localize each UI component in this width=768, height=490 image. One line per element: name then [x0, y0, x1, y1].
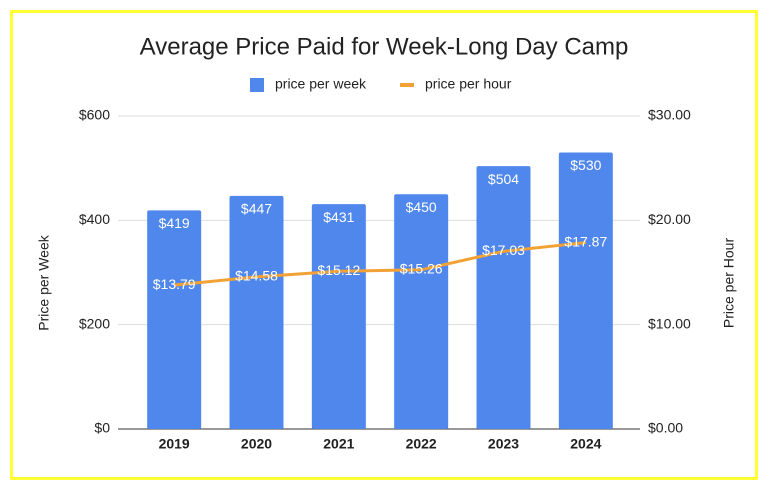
y2-axis-title: Price per Hour	[721, 238, 737, 329]
x-tick-label: 2022	[406, 436, 437, 452]
x-tick-label: 2019	[159, 436, 190, 452]
y-tick-label: $600	[79, 107, 110, 123]
y2-tick-label: $30.00	[648, 107, 691, 123]
bar-value-label: $447	[241, 201, 272, 217]
y2-tick-label: $20.00	[648, 211, 691, 227]
y-axis-title: Price per Week	[36, 234, 52, 330]
line-value-label: $15.26	[400, 260, 443, 276]
line-value-label: $17.03	[482, 242, 525, 258]
legend-swatch	[250, 78, 264, 92]
y2-tick-label: $10.00	[648, 315, 691, 331]
chart-title: Average Price Paid for Week-Long Day Cam…	[140, 33, 629, 60]
legend-label: price per hour	[425, 76, 512, 92]
bar	[229, 195, 284, 429]
bar-value-label: $530	[570, 157, 601, 173]
bar	[476, 166, 531, 429]
bar	[394, 194, 449, 429]
legend-label: price per week	[275, 76, 367, 92]
x-tick-label: 2021	[323, 436, 354, 452]
bar-value-label: $431	[323, 209, 354, 225]
line-value-label: $17.87	[564, 233, 607, 249]
bar	[558, 152, 613, 429]
x-tick-label: 2020	[241, 436, 272, 452]
frame	[10, 10, 758, 480]
y-tick-label: $400	[79, 211, 110, 227]
x-tick-label: 2024	[570, 436, 601, 452]
line	[174, 241, 586, 287]
bar	[311, 204, 366, 429]
y2-tick-label: $0.00	[648, 420, 683, 436]
x-tick-label: 2023	[488, 436, 519, 452]
bar	[147, 210, 202, 429]
bar-value-label: $419	[159, 215, 190, 231]
bar-value-label: $450	[406, 199, 437, 215]
line-value-label: $13.79	[153, 276, 196, 292]
line-value-label: $15.12	[317, 262, 360, 278]
y-tick-label: $200	[79, 315, 110, 331]
bar-value-label: $504	[488, 171, 519, 187]
line-value-label: $14.58	[235, 268, 278, 284]
y-tick-label: $0	[94, 420, 110, 436]
